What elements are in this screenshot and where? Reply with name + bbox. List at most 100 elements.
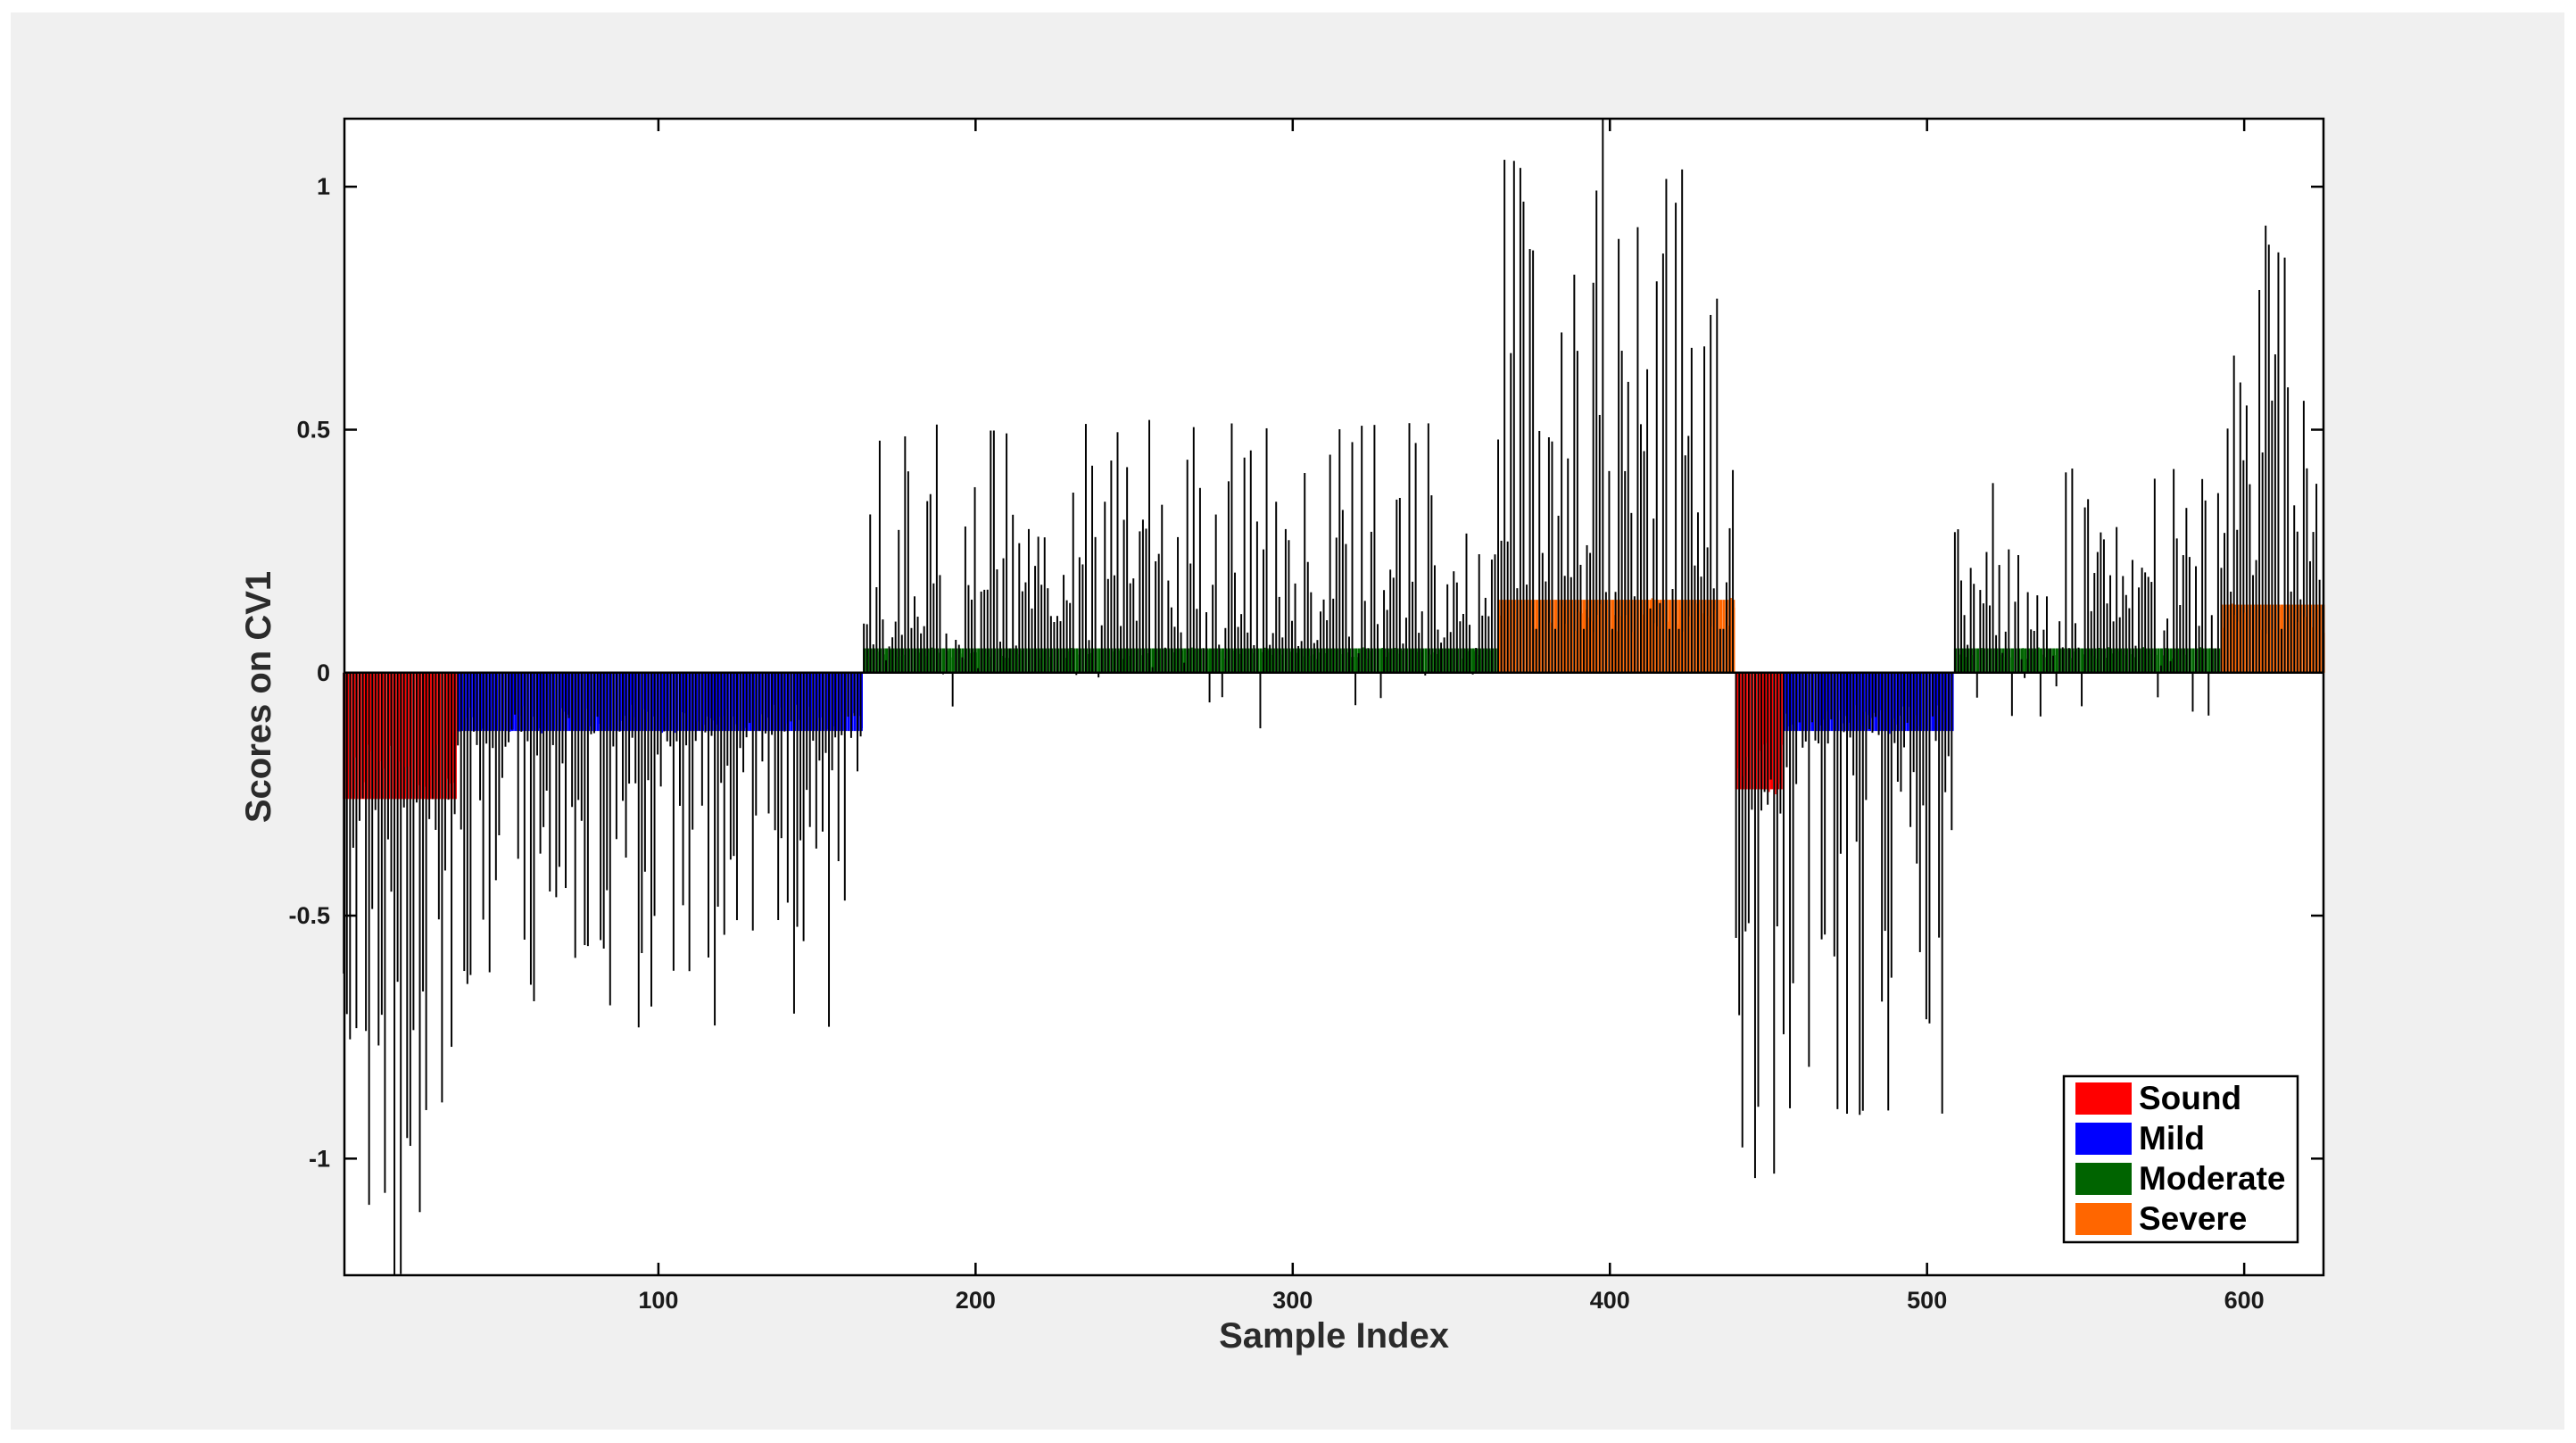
score-bar <box>1859 672 1861 1115</box>
class-mean-bar <box>1379 648 1383 673</box>
class-mean-bar <box>471 672 473 717</box>
score-bar <box>558 672 560 867</box>
class-mean-bar <box>1762 672 1764 745</box>
score-bar <box>596 672 599 717</box>
y-tick-label: 1 <box>317 173 330 200</box>
class-mean-bar <box>1591 621 1593 673</box>
class-mean-bar <box>1128 655 1130 673</box>
class-mean-bar <box>1296 652 1297 673</box>
score-bar <box>476 672 478 745</box>
class-mean-bar <box>2104 658 2107 673</box>
class-mean-bar <box>1424 648 1428 673</box>
score-bar <box>418 672 421 1213</box>
score-bar <box>1633 596 1636 673</box>
score-bar <box>1313 643 1315 673</box>
score-bar <box>463 672 466 972</box>
score-bar <box>1192 427 1195 673</box>
class-mean-bar <box>1263 647 1266 673</box>
score-bar <box>609 672 611 1006</box>
score-bar <box>1455 582 1458 673</box>
score-bar <box>384 672 386 1193</box>
class-mean-bar <box>493 672 495 731</box>
class-mean-bar <box>522 672 524 707</box>
class-mean-bar <box>1312 654 1313 673</box>
score-bar <box>821 672 824 832</box>
score-bar <box>1335 537 1338 673</box>
class-mean-bar <box>645 672 648 712</box>
score-bar <box>720 672 723 784</box>
score-bar <box>1389 569 1392 673</box>
score-bar <box>961 657 964 673</box>
class-mean-bar <box>1410 649 1412 673</box>
score-bar <box>1469 625 1471 673</box>
score-bar <box>1649 608 1652 673</box>
score-bar <box>551 672 554 745</box>
score-bar <box>2071 469 2074 673</box>
x-axis-label: Sample Index <box>1219 1316 1449 1356</box>
class-mean-bar <box>2244 612 2246 673</box>
class-mean-bar <box>785 672 787 724</box>
score-bar <box>1934 672 1937 742</box>
score-bar <box>1684 455 1686 673</box>
class-mean-bar <box>1226 649 1228 673</box>
class-mean-bar <box>2081 648 2084 673</box>
class-mean-bar <box>367 672 369 745</box>
score-bar <box>2299 599 2302 673</box>
y-tick-label: -1 <box>309 1145 330 1172</box>
score-bar <box>1446 584 1449 673</box>
score-bar <box>622 672 624 801</box>
score-bar <box>453 672 456 815</box>
score-bar <box>751 672 754 931</box>
score-bar <box>758 672 760 732</box>
score-bar <box>2198 626 2200 673</box>
score-bar <box>2182 555 2184 673</box>
score-bar <box>1767 672 1769 805</box>
score-bar <box>2185 508 2188 673</box>
score-bar <box>900 634 903 673</box>
score-bar <box>2065 472 2067 673</box>
x-tick-label: 300 <box>1272 1287 1313 1314</box>
score-bar <box>1202 648 1205 673</box>
score-bar <box>1884 672 1886 932</box>
score-bar <box>2081 672 2083 707</box>
score-bar <box>818 672 821 761</box>
score-bar <box>1918 672 1921 952</box>
class-mean-bar <box>1869 672 1872 718</box>
score-bar <box>1332 598 1335 673</box>
class-mean-bar <box>2209 648 2211 673</box>
score-bar <box>878 440 881 673</box>
score-bar <box>1960 580 1962 673</box>
class-mean-bar <box>512 672 514 730</box>
class-mean-bar <box>680 672 683 713</box>
score-bar <box>1975 672 1978 698</box>
score-bar <box>1081 564 1084 673</box>
score-bar <box>1808 672 1810 1067</box>
score-bar <box>545 672 548 791</box>
score-bar <box>1798 672 1801 723</box>
class-mean-bar <box>722 672 724 717</box>
score-bar <box>1043 537 1046 673</box>
score-bar <box>1177 536 1180 673</box>
class-mean-bar <box>1175 648 1177 673</box>
class-mean-bar <box>1791 672 1793 725</box>
score-bar <box>482 672 485 920</box>
score-bar <box>428 672 431 819</box>
x-tick-label: 100 <box>638 1287 678 1314</box>
score-bar <box>1088 640 1090 673</box>
class-mean-bar <box>1711 626 1713 673</box>
score-bar <box>1481 615 1484 673</box>
score-bar <box>1110 460 1113 673</box>
score-bar <box>1497 439 1500 673</box>
class-mean-bar <box>2304 617 2307 673</box>
class-mean-bar <box>725 672 727 709</box>
score-bar <box>704 672 707 733</box>
score-bar <box>1779 672 1782 814</box>
score-bar <box>1747 672 1750 924</box>
score-bar <box>1135 620 1138 673</box>
class-mean-bar <box>2032 651 2033 673</box>
score-bar <box>2001 652 2004 673</box>
score-bar <box>1903 672 1905 748</box>
score-bar <box>1893 672 1896 743</box>
x-tick-label: 600 <box>2224 1287 2265 1314</box>
class-mean-bar <box>1097 648 1101 673</box>
